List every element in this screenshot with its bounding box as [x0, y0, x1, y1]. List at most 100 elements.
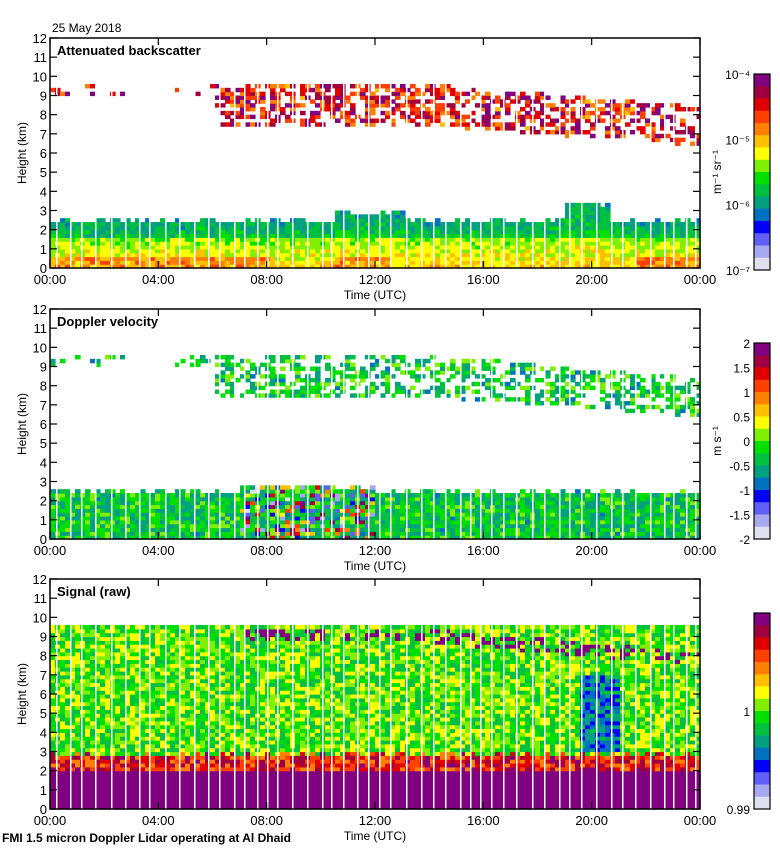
y-tick-label: 5 — [40, 706, 47, 721]
colorbar-tick-label: 0 — [743, 435, 750, 449]
colorbar-swatch — [754, 78, 770, 83]
colorbar-swatch — [754, 760, 770, 765]
colorbar-tick-label: -1.5 — [729, 509, 750, 523]
y-tick-label: 0 — [40, 532, 47, 547]
heatmap-cells — [50, 625, 701, 810]
colorbar-swatch — [754, 514, 770, 520]
colorbar-swatch — [754, 457, 770, 462]
colorbar: 10.99 — [727, 612, 771, 817]
x-tick-label: 16:00 — [467, 272, 500, 287]
y-tick-label: 12 — [33, 31, 47, 46]
colorbar-swatch — [754, 225, 770, 230]
colorbar-swatch — [754, 151, 770, 157]
colorbar-swatch — [754, 404, 770, 409]
x-axis-label: Time (UTC) — [344, 559, 406, 573]
colorbar-swatch — [754, 428, 770, 434]
y-tick-label: 3 — [40, 475, 47, 490]
colorbar-swatch — [754, 502, 770, 507]
colorbar-swatch — [754, 621, 770, 626]
colorbar-swatch — [754, 755, 770, 761]
colorbar-swatch — [754, 485, 770, 491]
panel-title: Doppler velocity — [57, 314, 159, 329]
colorbar-swatch — [754, 131, 770, 136]
y-tick-label: 0 — [40, 261, 47, 276]
y-tick-label: 11 — [34, 591, 48, 606]
colorbar-swatch — [754, 788, 770, 794]
colorbar-swatch — [754, 261, 770, 267]
colorbar-tick-label: 1 — [743, 705, 750, 719]
x-tick-label: 00:00 — [684, 272, 717, 287]
y-tick-label: 10 — [33, 340, 47, 355]
x-tick-label: 20:00 — [575, 543, 608, 558]
colorbar-swatch — [754, 715, 770, 720]
colorbar-swatch — [754, 265, 770, 271]
colorbar-swatch — [754, 530, 770, 536]
colorbar-swatch — [754, 359, 770, 364]
colorbar-swatch — [754, 686, 770, 692]
colorbar-swatch — [754, 379, 770, 385]
y-tick-label: 2 — [40, 223, 47, 238]
colorbar-swatch — [754, 396, 770, 401]
colorbar-tick-label: 10⁻⁵ — [725, 133, 750, 147]
y-tick-label: 1 — [40, 513, 47, 528]
colorbar-swatch — [754, 453, 770, 458]
colorbar-swatch — [754, 719, 770, 724]
colorbar-swatch — [754, 159, 770, 165]
y-tick-label: 11 — [34, 50, 48, 65]
heatmap-cells — [50, 84, 701, 269]
colorbar-swatch — [754, 445, 770, 450]
heatmap-cells — [50, 355, 701, 540]
colorbar-swatch — [754, 172, 770, 177]
colorbar: 2 1.5 1 0.5 0 -0.5 -1 -1.5 -2 m s⁻¹ — [710, 337, 771, 547]
y-tick-label: 8 — [40, 649, 47, 664]
colorbar-swatch — [754, 706, 770, 712]
colorbar-swatch — [754, 666, 770, 671]
colorbar-swatch — [754, 690, 770, 696]
colorbar-swatch — [754, 143, 770, 148]
y-tick-label: 7 — [40, 398, 47, 413]
colorbar-swatch — [754, 118, 770, 124]
colorbar-swatch — [754, 367, 770, 373]
colorbar-swatch — [754, 800, 770, 806]
x-tick-label: 00:00 — [34, 813, 67, 828]
x-tick-label: 20:00 — [575, 813, 608, 828]
colorbar-swatch — [754, 253, 770, 259]
y-tick-label: 1 — [40, 783, 47, 798]
colorbar-swatch — [754, 662, 770, 667]
x-tick-label: 00:00 — [34, 543, 67, 558]
colorbar-tick-label: 10⁻⁶ — [725, 199, 750, 213]
colorbar-swatch — [754, 106, 770, 112]
y-tick-label: 11 — [34, 321, 48, 336]
colorbar-swatch — [754, 796, 770, 802]
colorbar-swatch — [754, 176, 770, 181]
colorbar-swatch — [754, 747, 770, 753]
colorbar-swatch — [754, 613, 770, 618]
colorbar-swatch — [754, 711, 770, 716]
colorbar-swatch — [754, 804, 770, 810]
colorbar-tick-label: 10⁻⁴ — [725, 68, 750, 82]
y-tick-label: 10 — [33, 610, 47, 625]
colorbar-swatch — [754, 637, 770, 643]
colorbar-swatch — [754, 526, 770, 532]
y-tick-label: 4 — [40, 455, 47, 470]
colorbar-swatch — [754, 196, 770, 202]
colorbar-swatch — [754, 82, 770, 87]
colorbar-swatch — [754, 780, 770, 785]
data-gap-stripes — [56, 579, 697, 809]
colorbar-tick-label: -1 — [739, 484, 750, 498]
y-tick-label: 3 — [40, 745, 47, 760]
colorbar-swatch — [754, 657, 770, 663]
colorbar: 10⁻⁴ 10⁻⁵ 10⁻⁶ 10⁻⁷ m⁻¹ sr⁻¹ — [710, 68, 771, 278]
x-tick-label: 08:00 — [250, 813, 283, 828]
colorbar-swatch — [754, 347, 770, 352]
colorbar-swatch — [754, 617, 770, 622]
colorbar-swatch — [754, 363, 770, 368]
colorbar-swatch — [754, 424, 770, 430]
y-tick-label: 0 — [40, 802, 47, 817]
colorbar-swatch — [754, 127, 770, 132]
y-tick-label: 1 — [40, 242, 47, 257]
y-tick-label: 12 — [33, 302, 47, 317]
colorbar-swatch — [754, 465, 770, 471]
